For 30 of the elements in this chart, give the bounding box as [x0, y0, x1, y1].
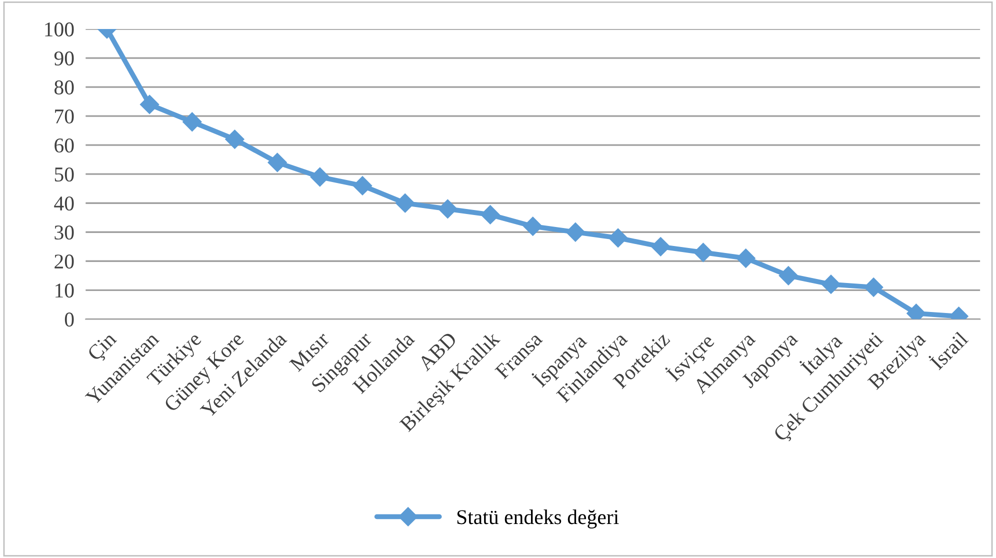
- y-tick-label: 60: [54, 138, 74, 153]
- point: [310, 167, 330, 187]
- point: [736, 248, 756, 268]
- point: [608, 228, 628, 248]
- point: [864, 278, 884, 297]
- point: [225, 130, 244, 149]
- y-tick-label: 90: [54, 51, 74, 66]
- y-tick-label: 0: [64, 312, 74, 327]
- point: [352, 176, 372, 196]
- point: [778, 266, 798, 286]
- y-tick-label: 40: [54, 196, 74, 211]
- y-tick-label: 20: [54, 254, 74, 269]
- point: [268, 152, 287, 172]
- y-tick-label: 80: [54, 80, 74, 94]
- y-tick-label: 30: [54, 226, 74, 240]
- y-tick-label: 100: [45, 22, 74, 36]
- point: [566, 222, 585, 242]
- point: [438, 199, 458, 218]
- point: [140, 94, 160, 114]
- point: [821, 274, 841, 294]
- point: [694, 242, 713, 262]
- point: [182, 112, 202, 132]
- point: [396, 194, 415, 213]
- y-tick-label: 50: [54, 167, 74, 182]
- point: [651, 237, 670, 256]
- legend-label: Statü endeks değeri: [457, 510, 619, 528]
- point: [480, 205, 500, 224]
- y-tick-label: 10: [56, 284, 74, 298]
- point: [523, 216, 542, 236]
- y-tick-label: 70: [55, 109, 74, 124]
